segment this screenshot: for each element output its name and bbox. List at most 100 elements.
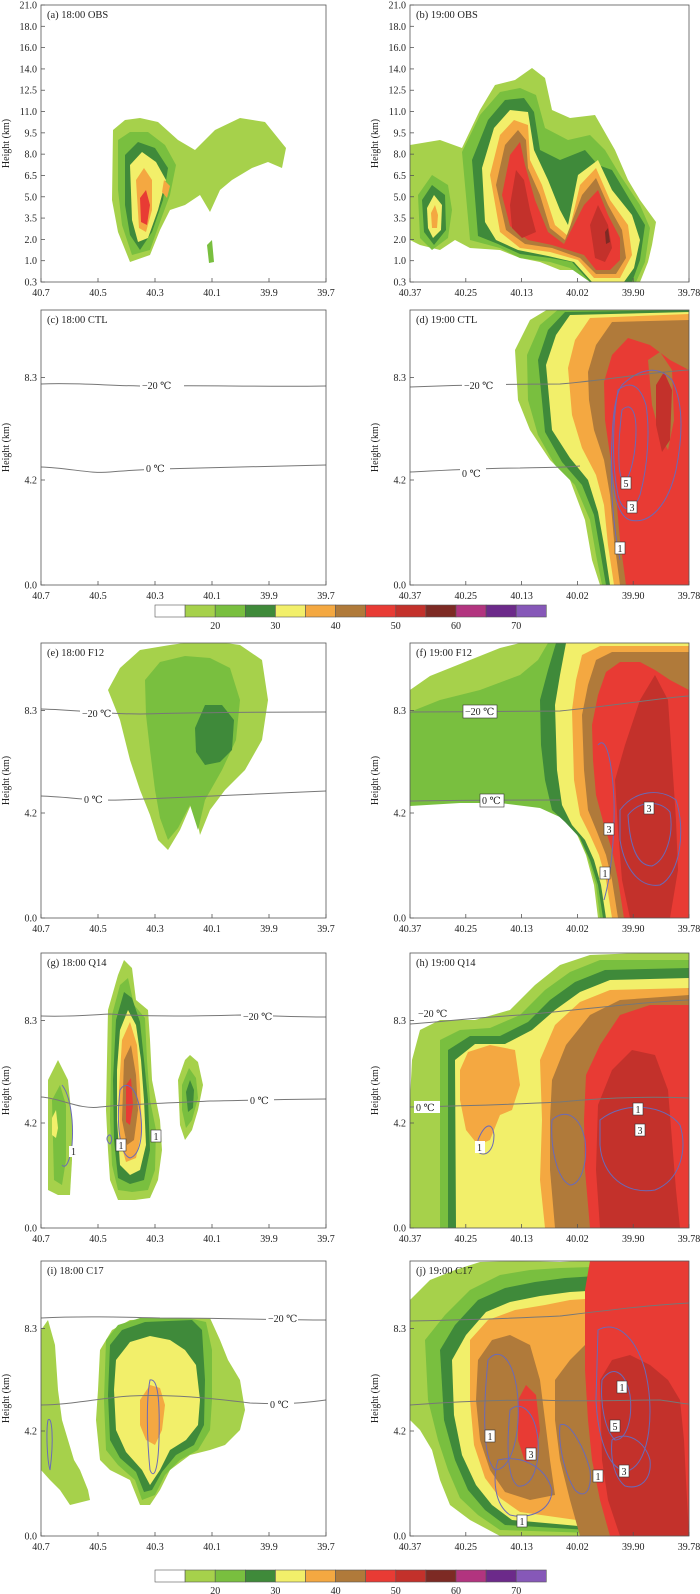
y-tick-label: 16.0	[20, 43, 38, 54]
panel-h-isotherms: −20 ℃ 0 ℃ 1 3 1	[410, 999, 689, 1154]
dbz-shade-45	[126, 1078, 133, 1125]
contour-label-box	[609, 1419, 621, 1433]
x-tick-label: 40.7	[32, 591, 50, 602]
contour-label-box	[516, 1514, 528, 1528]
colorbar-label: 40	[331, 621, 341, 632]
contour-1d	[595, 1326, 651, 1471]
isotherm-minus20	[41, 708, 326, 715]
contour-1b	[494, 1458, 553, 1517]
colorbar-swatch	[245, 604, 276, 618]
dbz-shade-50b	[590, 205, 612, 262]
y-tick-label: 14.0	[389, 64, 407, 75]
y-tick-label: 12.5	[20, 86, 38, 97]
contour-label-box	[525, 1447, 537, 1461]
contour-label-box	[603, 822, 615, 836]
isotherm-label-box	[266, 1312, 298, 1324]
y-axis-label: Height (km)	[1, 119, 12, 168]
panel-frame	[409, 309, 690, 586]
panel-h-reflectivity	[410, 953, 689, 1228]
x-tick-label: 39.7	[317, 1234, 335, 1245]
panel-c-isotherms: −20 ℃ 0 ℃	[41, 379, 326, 475]
x-tick-label: 39.9	[260, 591, 278, 602]
contour-1b	[117, 1085, 143, 1159]
contour-1	[484, 1353, 519, 1471]
contour-label: 3	[529, 1450, 534, 1461]
colorbar-swatch	[305, 604, 336, 618]
isotherm-zero	[410, 465, 581, 473]
contour-1b	[551, 1113, 587, 1186]
isotherm-minus20	[410, 369, 689, 388]
colorbar-label: 60	[451, 621, 461, 632]
x-tick-label: 40.25	[455, 1234, 478, 1245]
colorbar-swatch	[425, 1569, 457, 1583]
x-tick-label: 40.5	[89, 591, 107, 602]
x-tick-label: 39.78	[678, 591, 700, 602]
colorbar-label: 50	[391, 621, 401, 632]
isotherm-label-box	[82, 793, 108, 805]
colorbar-swatch	[154, 1569, 186, 1583]
colorbar-label: 20	[210, 621, 220, 632]
x-tick-label: 40.5	[89, 288, 107, 299]
x-tick-label: 40.1	[203, 1542, 221, 1553]
panel-e-reflectivity	[108, 643, 268, 850]
isotherm-label-zero: 0 ℃	[482, 796, 501, 807]
isotherm-label-minus20: −20 ℃	[268, 1314, 297, 1325]
dbz-shade-15	[41, 1320, 90, 1505]
colorbar-swatch	[485, 1569, 517, 1583]
y-tick-label: 2.0	[25, 235, 38, 246]
colorbar-swatch	[275, 1569, 306, 1583]
y-axis-label: Height (km)	[1, 756, 12, 805]
panel-frame	[40, 309, 327, 586]
colorbar-label: 70	[511, 621, 521, 632]
colorbar-bottom: 20 30 40 50 60 70	[154, 1569, 547, 1594]
colorbar-top: 20 30 40 50 60 70	[154, 604, 547, 632]
isotherm-label-box	[414, 1101, 440, 1113]
isotherm-label-box	[80, 707, 112, 719]
y-axis-label: Height (km)	[370, 423, 381, 472]
isotherm-zero	[410, 1399, 689, 1406]
y-tick-label: 6.5	[394, 171, 407, 182]
x-tick-label: 40.02	[566, 591, 589, 602]
contour-3	[613, 384, 649, 510]
panel-frame	[409, 952, 690, 1229]
y-tick-label: 5.0	[394, 192, 407, 203]
x-tick-label: 40.5	[89, 924, 107, 935]
dbz-shade-35	[460, 1045, 520, 1145]
y-tick-label: 0.0	[394, 581, 407, 592]
x-tick-label: 39.78	[678, 1234, 700, 1245]
contour-label-box	[150, 1129, 162, 1143]
colorbar-swatch	[515, 604, 547, 618]
contour-label: 3	[630, 503, 635, 514]
x-tick-label: 40.13	[510, 924, 533, 935]
y-tick-label: 8.0	[394, 150, 407, 161]
y-tick-label: 21.0	[20, 1, 38, 12]
isotherm-label-zero: 0 ℃	[84, 795, 103, 806]
y-tick-label: 4.2	[25, 1427, 38, 1438]
dbz-shade-50	[596, 1050, 680, 1228]
isotherm-minus20	[41, 1013, 326, 1018]
colorbar-swatch	[365, 604, 397, 618]
x-tick-label: 39.90	[622, 1542, 645, 1553]
x-tick-label: 40.7	[32, 288, 50, 299]
panel-j-reflectivity	[410, 1261, 689, 1536]
contour-label: 5	[613, 1422, 618, 1433]
y-axis-label: Height (km)	[370, 1066, 381, 1115]
panel-frame	[40, 4, 327, 283]
contour-label-box	[115, 1138, 127, 1152]
y-tick-label: 8.3	[25, 373, 38, 384]
dbz-shade-30	[52, 1110, 58, 1138]
x-tick-label: 40.13	[510, 591, 533, 602]
contour-label: 1	[119, 1141, 124, 1152]
y-tick-label: 4.2	[25, 809, 38, 820]
colorbar-label: 20	[210, 1586, 220, 1594]
y-axis-label: Height (km)	[1, 423, 12, 472]
panel-d-reflectivity	[515, 310, 689, 585]
y-tick-label: 0.0	[25, 914, 38, 925]
colorbar-label: 40	[331, 1586, 341, 1594]
panel-frame	[40, 642, 327, 919]
isotherm-label-zero: 0 ℃	[462, 469, 481, 480]
panel-title: (g) 18:00 Q14	[47, 958, 107, 969]
y-tick-label: 11.0	[20, 107, 37, 118]
isotherm-minus20	[410, 1302, 689, 1322]
